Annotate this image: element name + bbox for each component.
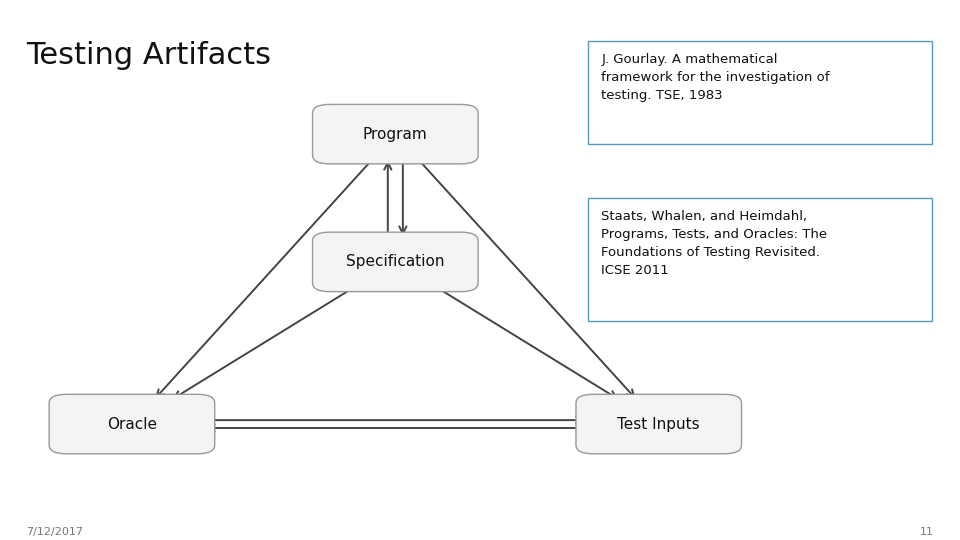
Text: Specification: Specification bbox=[346, 254, 444, 269]
FancyBboxPatch shape bbox=[588, 41, 931, 144]
Text: Staats, Whalen, and Heimdahl,
Programs, Tests, and Oracles: The
Foundations of T: Staats, Whalen, and Heimdahl, Programs, … bbox=[601, 210, 828, 278]
Text: Oracle: Oracle bbox=[107, 416, 156, 431]
FancyBboxPatch shape bbox=[313, 232, 478, 292]
FancyBboxPatch shape bbox=[576, 394, 741, 454]
FancyBboxPatch shape bbox=[588, 198, 931, 321]
Text: Testing Artifacts: Testing Artifacts bbox=[27, 41, 272, 70]
Text: 11: 11 bbox=[920, 527, 933, 537]
Text: Test Inputs: Test Inputs bbox=[617, 416, 700, 431]
Text: Program: Program bbox=[363, 127, 428, 141]
Text: 7/12/2017: 7/12/2017 bbox=[27, 527, 84, 537]
FancyBboxPatch shape bbox=[49, 394, 215, 454]
Text: J. Gourlay. A mathematical
framework for the investigation of
testing. TSE, 1983: J. Gourlay. A mathematical framework for… bbox=[601, 53, 829, 102]
FancyBboxPatch shape bbox=[313, 104, 478, 164]
